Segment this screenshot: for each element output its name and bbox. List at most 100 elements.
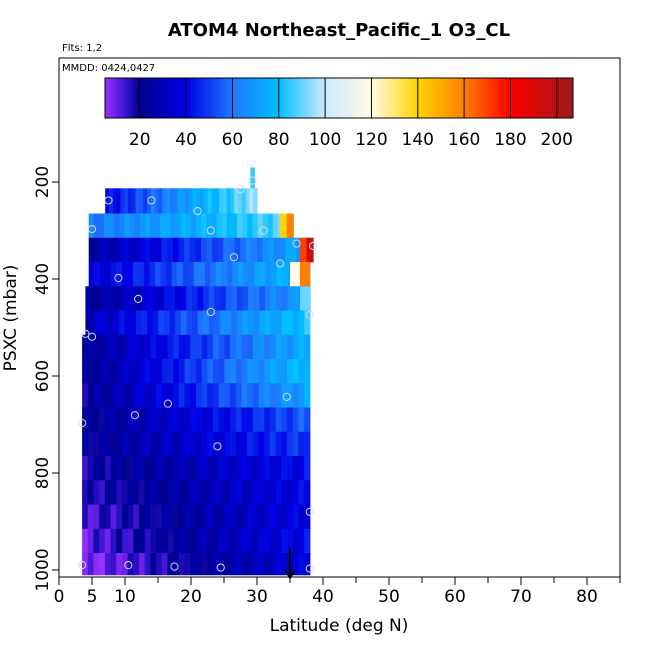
heat-cell: [275, 359, 282, 384]
heat-cell: [213, 407, 220, 433]
heat-cell: [178, 407, 186, 433]
heat-cell: [127, 383, 134, 408]
heat-cell: [249, 262, 256, 287]
heat-cell: [139, 431, 146, 457]
heat-cell: [287, 528, 294, 554]
heat-cell: [114, 213, 120, 239]
heat-cell: [173, 528, 180, 554]
heat-cell: [299, 237, 307, 263]
heat-cell: [93, 480, 100, 505]
heat-cell: [269, 553, 277, 576]
heat-cell: [201, 528, 208, 554]
heat-cell: [161, 383, 169, 408]
heat-cell: [290, 262, 301, 287]
observation-point: [170, 562, 179, 571]
heat-cell: [249, 188, 254, 214]
heat-cell: [298, 431, 305, 457]
observation-point: [292, 239, 301, 248]
heat-cell: [156, 407, 163, 433]
heat-cell: [214, 286, 221, 311]
observation-point: [236, 185, 245, 194]
heatmap-layer: [82, 167, 314, 576]
heat-cell: [195, 431, 203, 457]
heat-cell: [104, 407, 112, 433]
heat-cell: [207, 456, 214, 481]
heat-cell: [281, 383, 288, 408]
heat-cell: [127, 407, 134, 433]
heat-cell: [232, 262, 239, 287]
heat-cell: [156, 528, 163, 554]
heat-cell: [99, 431, 106, 457]
observation-point: [124, 561, 133, 570]
heat-cell: [161, 553, 169, 576]
heat-cell: [199, 262, 206, 287]
heat-cell: [173, 407, 180, 433]
x-axis-label: Latitude (deg N): [270, 616, 409, 636]
heat-cell: [173, 480, 180, 505]
heat-cell: [87, 383, 95, 408]
heat-cell: [173, 188, 178, 214]
heat-cell: [230, 359, 237, 384]
heat-cell: [156, 334, 163, 360]
x-axis: 0 5 10 20 30 40 50 60 70 80: [54, 577, 621, 607]
heat-cell: [167, 553, 174, 576]
dates-label: MMDD: 0424,0427: [62, 63, 155, 74]
heat-cell: [91, 286, 98, 311]
heat-cell: [253, 310, 260, 336]
heat-cell: [110, 383, 117, 408]
heat-cell: [275, 431, 282, 457]
heat-cell: [241, 334, 248, 360]
heat-cell: [216, 213, 223, 239]
heat-cell: [236, 310, 244, 336]
heat-cell: [190, 553, 197, 576]
heat-cell: [190, 528, 197, 554]
heat-cell: [178, 359, 186, 384]
heat-cell: [275, 504, 282, 530]
heat-cell: [156, 480, 163, 505]
heat-cell: [247, 553, 254, 576]
heat-cell: [131, 188, 137, 214]
heat-cell: [110, 334, 117, 360]
heat-cell: [185, 213, 192, 239]
heat-cell: [121, 334, 129, 360]
heat-cell: [139, 407, 146, 433]
heat-cell: [150, 213, 156, 239]
heat-cell: [281, 334, 288, 360]
heat-cell: [257, 237, 264, 263]
heat-cell: [292, 383, 300, 408]
heat-cell: [269, 456, 277, 481]
heat-cell: [116, 334, 123, 360]
heat-cell: [218, 383, 226, 408]
heat-cell: [102, 310, 109, 336]
heat-cell: [116, 359, 123, 384]
heat-cell: [264, 407, 271, 433]
heat-cell: [82, 407, 89, 433]
heat-cell: [258, 407, 265, 433]
x-tick-label: 20: [180, 587, 202, 607]
heat-cell: [195, 407, 203, 433]
heat-cell: [235, 407, 243, 433]
heat-cell: [144, 431, 152, 457]
heat-cell: [161, 528, 169, 554]
heat-cell: [201, 334, 208, 360]
heat-cell: [133, 480, 140, 505]
heat-cell: [161, 480, 169, 505]
heat-cell: [195, 456, 203, 481]
heat-cell: [253, 286, 260, 311]
observation-point: [206, 226, 215, 235]
heat-cell: [224, 480, 231, 505]
heat-cell: [104, 504, 112, 530]
heat-cell: [178, 553, 186, 576]
heat-cell: [93, 407, 100, 433]
heat-cell: [270, 286, 277, 311]
heat-cell: [121, 262, 128, 287]
heat-cell: [127, 359, 134, 384]
heat-cell: [264, 528, 271, 554]
heat-cell: [231, 213, 238, 239]
heat-cell: [166, 262, 173, 287]
heat-cell: [184, 334, 191, 360]
observation-point: [206, 307, 215, 317]
heat-cell: [130, 286, 137, 311]
heat-cell: [223, 237, 230, 263]
heat-cell: [144, 553, 152, 576]
